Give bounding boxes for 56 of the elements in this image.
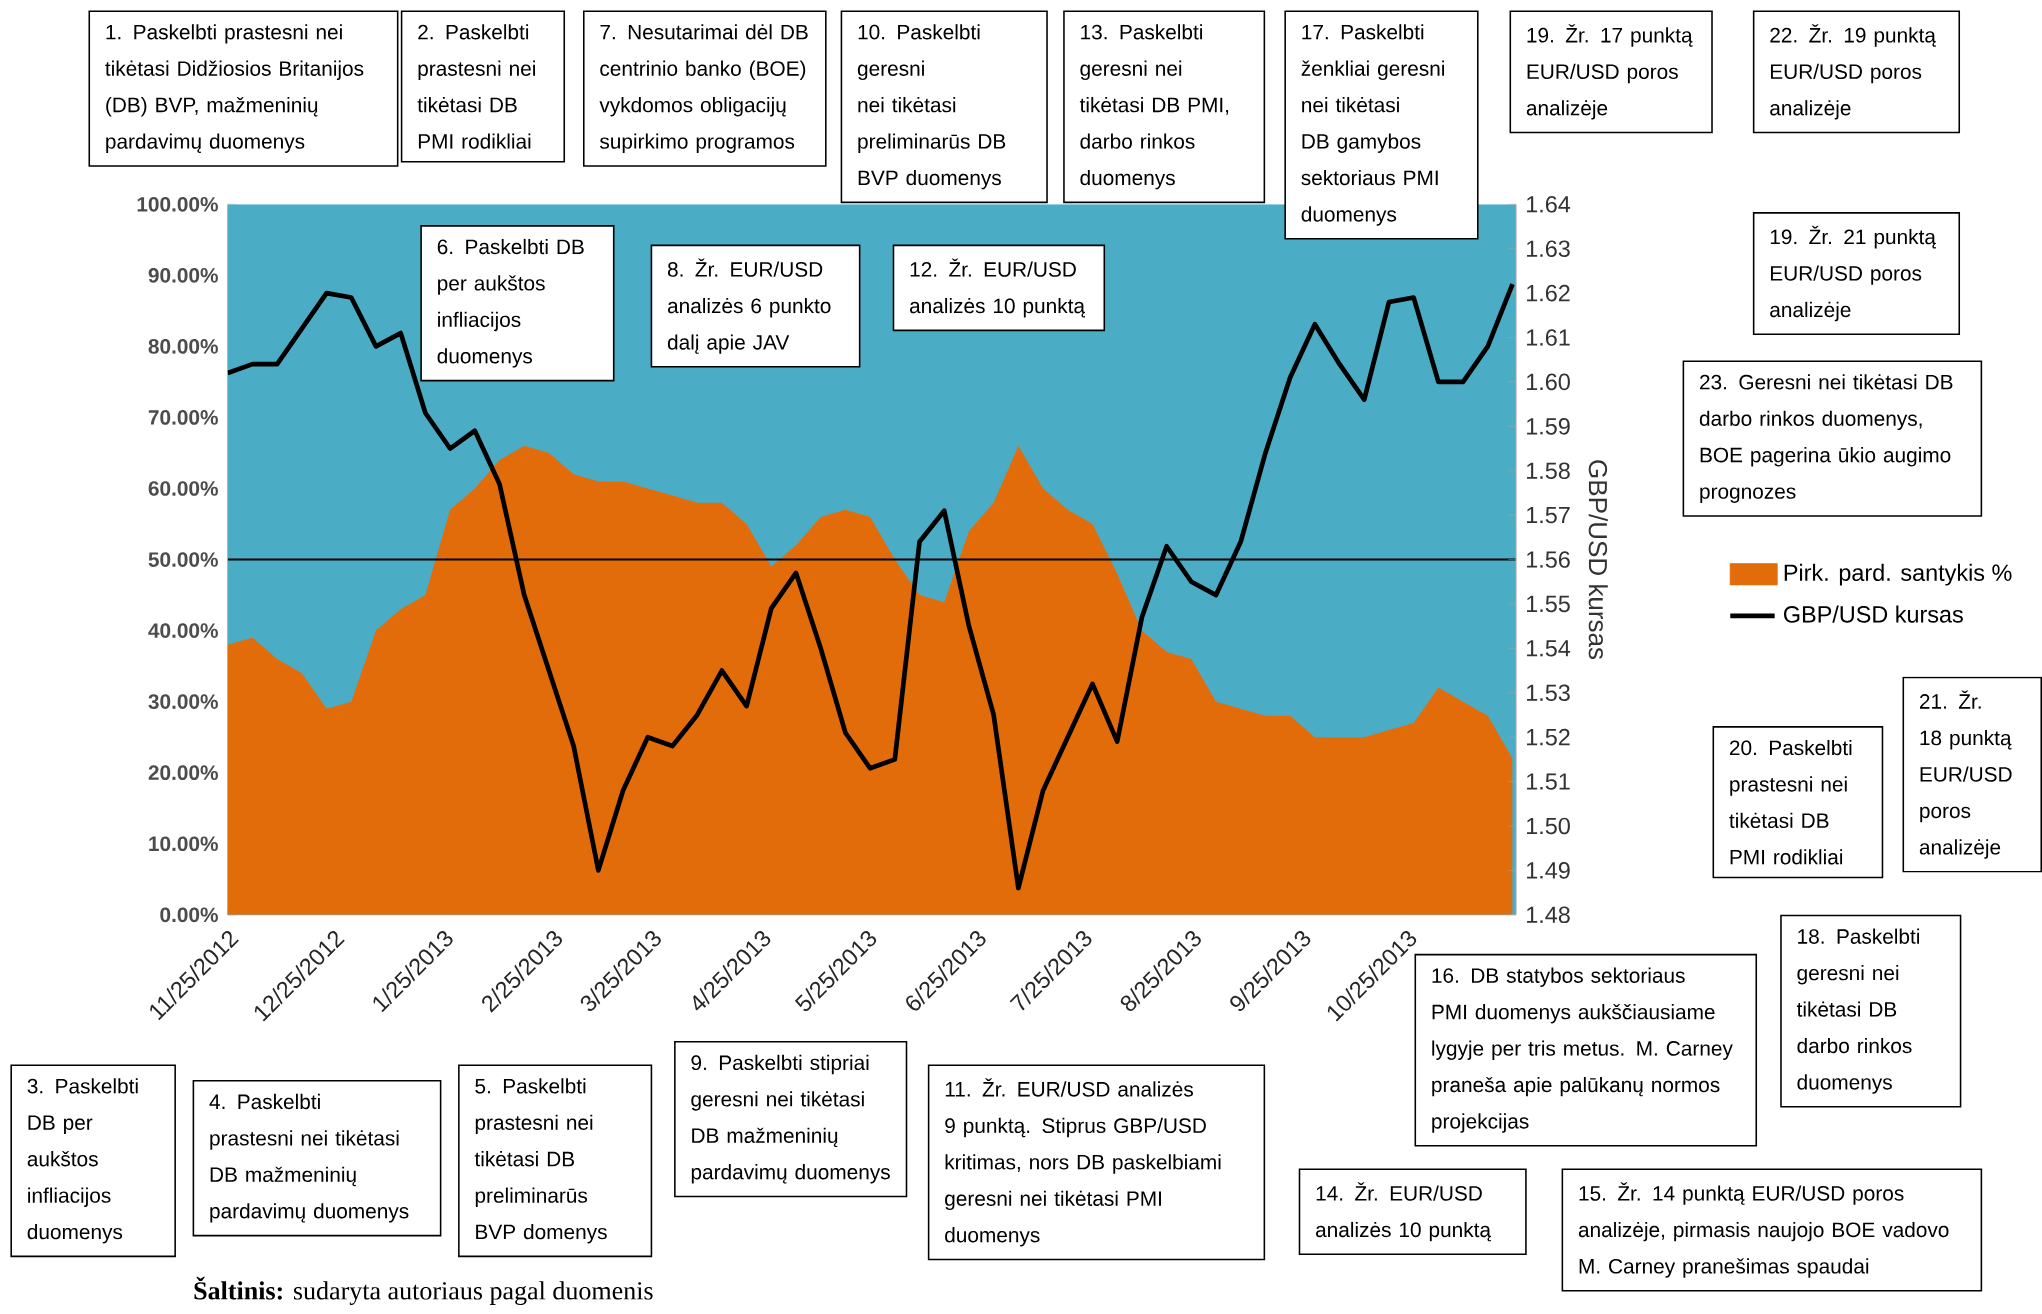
text: 5. Paskelbti prastesni nei tikėtasi DB preliminarūs BVP domenys: [474, 1078, 607, 1244]
text: Šaltinis: sudaryta autoriaus pagal duomenis: [194, 1276, 653, 1305]
text: 1. Paskelbti prastesni nei tikėtasi Didžiosios Britanijos (DB) BVP, mažmeninių pardavimų duomenys: [105, 24, 364, 153]
y2-tick-label: 1.49: [1527, 861, 1570, 879]
text: 11. Žr. EUR/USD analizės 9 punktą. Stiprus GBP/USD kritimas, nors DB paskelbiami geresni nei tikėtasi PMI duomenys: [945, 1078, 1221, 1247]
annotation: 17. Paskelbti ženkliai geresni nei tikėtasi DB gamybos sektoriaus PMI duomenys: [1301, 24, 1445, 226]
text: 14. Žr. EUR/USD analizės 10 punktą: [1316, 1182, 1492, 1242]
y2-tick-label: 1.63: [1527, 240, 1570, 257]
text: 4. Paskelbti prastesni nei tikėtasi DB mažmeninių pardavimų duomenys: [209, 1093, 409, 1223]
y-tick-label: 70.00%: [148, 409, 218, 425]
y2-tick-label: 1.58: [1527, 462, 1570, 479]
text: 9. Paskelbti stipriai geresni nei tikėtasi DB mažmeninių pardavimų duomenys: [691, 1054, 890, 1184]
text: 20. Paskelbti prastesni nei tikėtasi DB PMI rodikliai: [1729, 739, 1852, 865]
legend-label: Pirk. pard. santykis %: [1784, 563, 2012, 586]
annotation: 6. Paskelbti DB per aukštos infliacijos duomenys: [437, 238, 584, 368]
text: 13. Paskelbti geresni nei tikėtasi DB PMI, darbo rinkos duomenys: [1079, 24, 1229, 190]
y-tick-label: 30.00%: [148, 694, 218, 709]
text: 18. Paskelbti geresni nei tikėtasi DB darbo rinkos duomenys: [1796, 928, 1920, 1094]
y-tick-label: 50.00%: [148, 552, 218, 567]
text: 23. Geresni nei tikėtasi DB darbo rinkos duomenys, BOE pagerina ūkio augimo prognozes: [1699, 374, 1953, 503]
y2-tick-label: 1.60: [1527, 373, 1570, 391]
annotation: 8. Žr. EUR/USD analizės 6 punkto dalį apie JAV: [667, 258, 831, 354]
text: 7. Nesutarimai dėl DB centrinio banko (BOE) vykdomos obligacijų supirkimo programos: [599, 24, 808, 153]
text: 22. Žr. 19 punktą EUR/USD poros analizėje: [1770, 24, 1936, 120]
text: 3. Paskelbti DB per aukštos infliacijos duomenys: [27, 1078, 138, 1244]
y-tick-label: 10.00%: [149, 836, 218, 851]
text: 19. Žr. 21 punktą EUR/USD poros analizėje: [1770, 225, 1936, 322]
y2-tick-label: 1.64: [1527, 195, 1571, 213]
y2-tick-label: 1.53: [1527, 684, 1570, 701]
y2-tick-label: 1.57: [1527, 506, 1570, 524]
text: 19. Žr. 17 punktą EUR/USD poros analizėje: [1526, 24, 1693, 120]
y-tick-label: 40.00%: [148, 623, 218, 638]
y-tick-label: 0.00%: [160, 907, 218, 923]
y2-tick-label: 1.61: [1527, 329, 1570, 346]
legend-label: GBP/USD kursas: [1784, 605, 1963, 623]
y2-tick-label: 1.62: [1527, 284, 1570, 302]
text: 16. DB statybos sektoriaus PMI duomenys aukščiausiame lygyje per tris metus. M. Carney praneša apie palūkanų normos projekcijas: [1432, 967, 1733, 1133]
y2-tick-label: 1.59: [1527, 417, 1570, 435]
y2-tick-label: 1.50: [1527, 817, 1570, 835]
text: 21. Žr. 18 punktą EUR/USD poros analizėje: [1919, 690, 2012, 859]
y-tick-label: 100.00%: [137, 196, 218, 212]
text: 2. Paskelbti prastesni nei tikėtasi DB PMI rodikliai: [417, 24, 535, 149]
y-tick-label: 80.00%: [148, 338, 218, 354]
y2-tick-label: 1.55: [1527, 595, 1570, 612]
y2-tick-label: 1.51: [1527, 773, 1570, 790]
y-tick-label: 90.00%: [148, 267, 218, 283]
y2-tick-label: 1.48: [1527, 906, 1570, 923]
y2-tick-label: 1.56: [1527, 551, 1570, 568]
y2-tick-label: 1.54: [1527, 640, 1571, 657]
annotation: 12. Žr. EUR/USD analizės 10 punktą: [910, 258, 1086, 318]
y-tick-label: 20.00%: [148, 765, 218, 780]
text: 10. Paskelbti geresni nei tikėtasi preliminarūs DB BVP duomenys: [857, 24, 1006, 190]
text: 15. Žr. 14 punktą EUR/USD poros analizėje, pirmasis naujojo BOE vadovo M. Carney pranešimas spaudai: [1578, 1182, 1949, 1278]
y2-axis-title: GBP/USD kursas: [1588, 460, 1608, 659]
y2-tick-label: 1.52: [1527, 728, 1570, 746]
y-tick-label: 60.00%: [148, 480, 218, 496]
